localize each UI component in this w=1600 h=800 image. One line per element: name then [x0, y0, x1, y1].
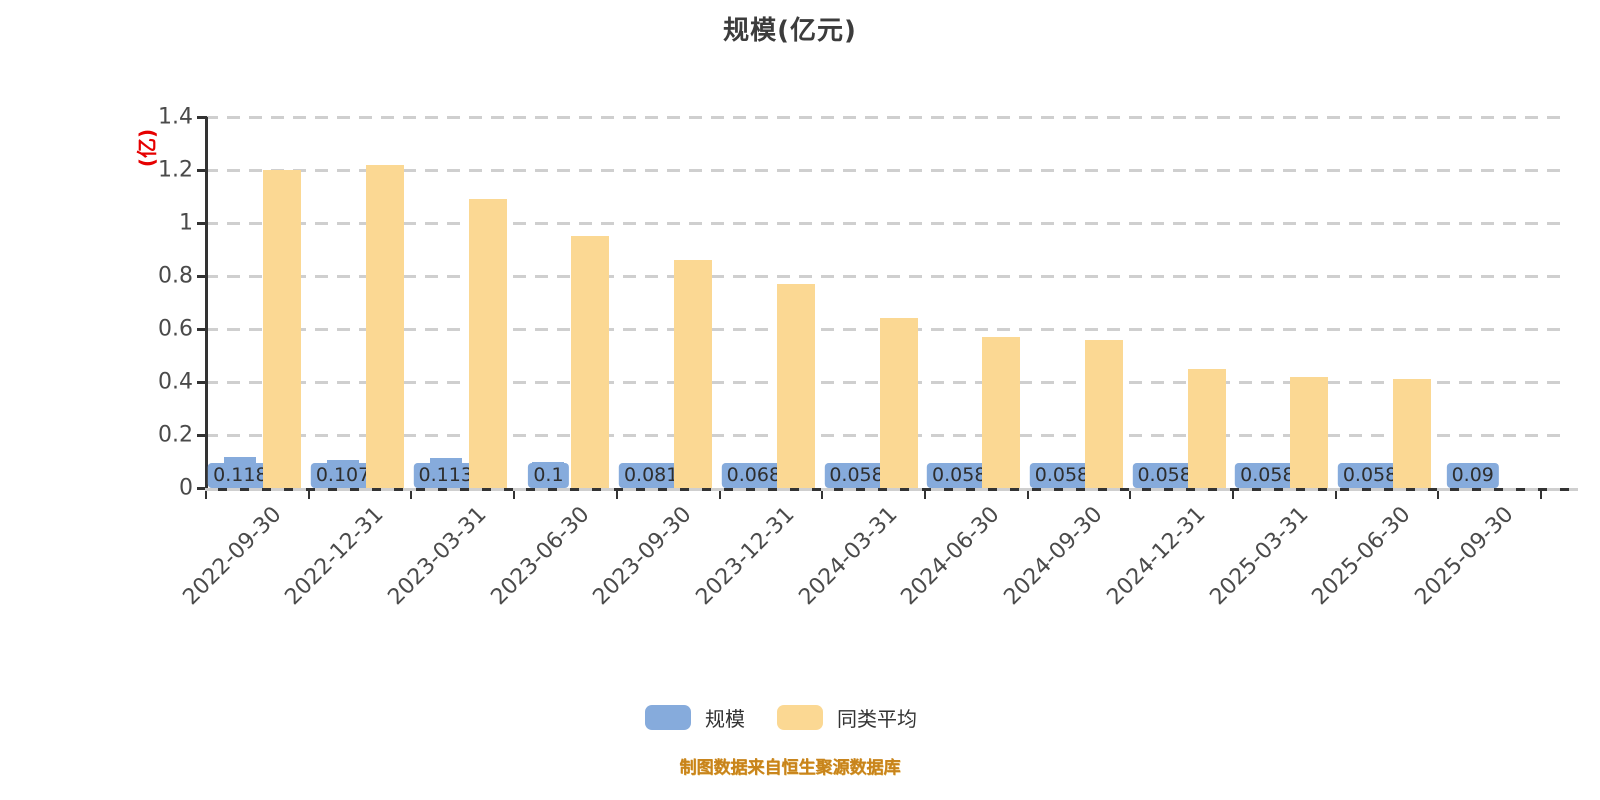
x-axis-category-label: 2025-03-31	[1204, 502, 1314, 611]
x-axis-category-label: 2023-03-31	[383, 502, 492, 611]
scale-bar-value-label: 0.058	[1235, 463, 1300, 488]
zero-gridline	[205, 488, 1579, 491]
legend-swatch-1[interactable]	[777, 704, 823, 730]
x-axis-tick	[1232, 490, 1234, 499]
y-axis-tick	[197, 328, 207, 331]
x-axis-category-label: 2023-06-30	[486, 502, 595, 611]
legend-label-1[interactable]: 同类平均	[837, 706, 917, 731]
y-axis-label: 1.4	[158, 104, 193, 130]
x-axis-category-label: 2023-09-30	[588, 502, 697, 611]
scale-bar-value-label: 0.058	[1337, 463, 1403, 488]
average-bar[interactable]	[366, 164, 405, 488]
legend-swatch-0[interactable]	[645, 704, 691, 730]
y-axis-label: 0	[179, 475, 193, 501]
x-axis-tick	[1437, 490, 1440, 499]
x-axis-tick	[1540, 490, 1543, 499]
gridline	[205, 222, 1569, 225]
average-bar[interactable]	[468, 199, 507, 488]
x-axis-tick	[205, 490, 207, 499]
scale-bar-value-label: 0.068	[721, 463, 787, 488]
average-bar[interactable]	[776, 283, 815, 488]
x-axis-tick	[615, 490, 618, 499]
x-axis-tick	[1334, 490, 1337, 499]
average-bar[interactable]	[1393, 379, 1432, 488]
scale-bar-value-label: 0.118	[208, 463, 273, 488]
average-bar[interactable]	[263, 170, 302, 488]
y-axis-tick	[197, 381, 207, 384]
scale-bar-value-label: 0.09	[1446, 463, 1499, 488]
average-bar[interactable]	[1187, 368, 1226, 488]
y-axis-tick	[197, 222, 207, 225]
average-bar[interactable]	[879, 318, 918, 488]
y-axis-tick	[197, 434, 207, 437]
legend: 规模 同类平均	[0, 700, 1580, 734]
chart-title: 规模(亿元)	[723, 16, 857, 46]
y-axis-label: 0.8	[158, 263, 193, 289]
scale-bar-value-label: 0.081	[618, 463, 684, 488]
y-axis-label: 0.6	[158, 316, 193, 342]
average-bar[interactable]	[1084, 339, 1123, 488]
scale-bar-value-label: 0.107	[310, 463, 376, 488]
x-axis-category-label: 2022-12-31	[280, 502, 389, 611]
x-axis-tick	[1026, 490, 1029, 499]
y-axis-label: 0.4	[158, 369, 193, 395]
x-axis-tick	[410, 490, 413, 499]
y-axis-label: 1.2	[158, 157, 193, 183]
y-axis-label: 0.2	[158, 422, 193, 448]
x-axis-tick	[307, 490, 310, 499]
x-axis-tick	[821, 490, 824, 499]
gridline	[205, 169, 1569, 172]
y-axis-tick	[197, 275, 207, 278]
x-axis-tick	[718, 490, 721, 499]
average-bar[interactable]	[1290, 376, 1329, 488]
average-bar[interactable]	[982, 336, 1021, 488]
average-bar[interactable]	[674, 260, 713, 488]
scale-bar-value-label: 0.1	[528, 463, 569, 488]
gridline	[205, 275, 1569, 278]
x-axis-category-label: 2024-12-31	[1102, 502, 1211, 611]
scale-bar-value-label: 0.058	[824, 463, 889, 488]
data-source-note: 制图数据来自恒生聚源数据库	[679, 758, 901, 778]
x-axis-category-label: 2025-09-30	[1410, 502, 1519, 611]
x-axis-category-label: 2023-12-31	[691, 502, 800, 611]
x-axis-tick	[1129, 490, 1132, 499]
y-axis-tick	[197, 116, 207, 119]
y-axis-tick	[197, 487, 207, 490]
scale-bar-value-label: 0.113	[413, 463, 478, 488]
x-axis-category-label: 2024-06-30	[896, 502, 1005, 611]
x-axis-category-label: 2025-06-30	[1307, 502, 1416, 611]
scale-bar-value-label: 0.058	[1132, 463, 1197, 488]
x-axis-tick	[513, 490, 516, 499]
x-axis-category-label: 2024-09-30	[999, 502, 1108, 611]
y-axis-line	[205, 117, 208, 488]
scale-bar-value-label: 0.058	[927, 463, 992, 488]
y-axis-label: 1	[179, 210, 193, 236]
x-axis-category-label: 2022-09-30	[177, 502, 287, 611]
y-axis-tick	[197, 169, 207, 172]
legend-label-0[interactable]: 规模	[705, 706, 745, 731]
x-axis-category-label: 2024-03-31	[794, 502, 903, 611]
scale-bar-value-label: 0.058	[1029, 463, 1095, 488]
gridline	[205, 116, 1569, 119]
average-bar[interactable]	[571, 236, 610, 488]
x-axis-tick	[923, 490, 926, 499]
